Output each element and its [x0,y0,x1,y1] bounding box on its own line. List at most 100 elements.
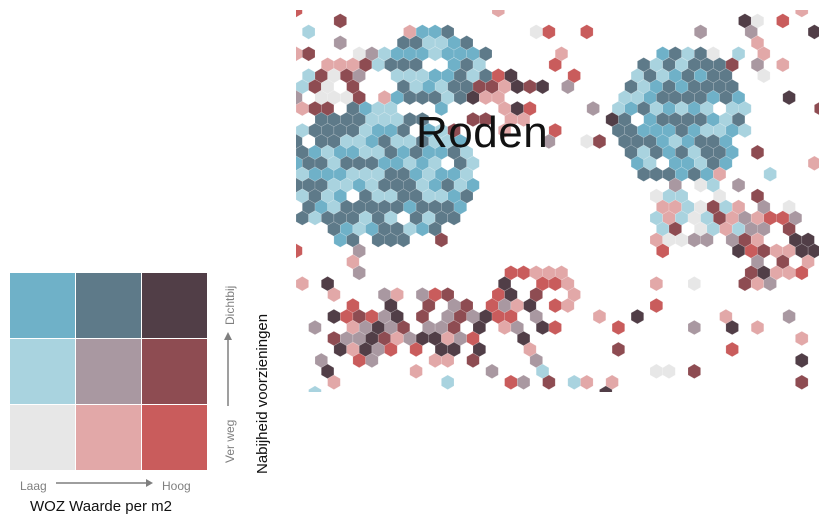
hex-cell [750,319,765,336]
hex-cell [428,46,442,62]
hex-cell [548,297,562,314]
hex-cell [776,13,790,29]
hex-cell [630,308,645,325]
hex-cell [485,363,499,379]
hex-cell [782,308,796,325]
hex-cell [535,79,550,95]
hex-cell [554,46,569,62]
bivariate-hex-map: Roden [296,10,819,392]
legend-cell [142,273,207,338]
x-axis-low-label: Laag [20,479,47,493]
hex-cell [586,100,600,117]
hex-cell [409,363,423,379]
hex-cell [649,276,664,292]
bivariate-legend: Laag Hoog WOZ Waarde per m2 Ver weg Dich… [0,0,296,519]
hex-cell [580,24,594,40]
hex-cell [447,210,461,226]
hex-cell [731,46,746,62]
hex-cell [656,243,670,259]
hex-cell [415,221,430,237]
hex-cell [333,13,347,29]
hex-cell [479,111,493,128]
hex-cell [352,265,366,281]
hex-cell [441,352,455,369]
hex-cell [327,308,341,325]
hex-cell [296,10,303,18]
legend-cell [10,339,75,404]
hex-cell [687,319,701,336]
hex-cell [750,144,765,161]
hex-cell [706,46,720,62]
hex-cell [529,24,543,40]
map-place-label: Roden [416,108,549,157]
hex-cell [561,79,575,95]
hex-cell [725,341,739,358]
hex-cell [396,232,411,248]
hex-cell [757,68,771,84]
legend-cell [142,405,207,470]
hex-cell [491,10,505,18]
hex-cell [479,46,493,62]
hex-cell [795,374,809,390]
y-axis-high-label: Dichtbij [223,285,237,325]
x-axis-arrow-icon [56,479,153,487]
x-axis-title: WOZ Waarde per m2 [30,498,172,515]
hex-cell [599,385,613,392]
hex-cell [580,374,594,390]
hex-cell [365,352,379,369]
hex-cell [296,276,309,292]
hex-cell [333,35,347,51]
hex-cell [795,265,809,281]
hex-cell [542,24,556,40]
y-axis-arrow-icon [224,332,232,406]
hex-cell [592,133,607,150]
hex-cell [308,319,322,336]
hex-cell [327,374,341,390]
hex-cell [517,111,531,128]
hex-cell [517,265,531,281]
hex-cell [700,232,714,248]
hex-cell [807,155,819,171]
hex-cell [327,287,341,303]
hex-cell [498,122,512,139]
hex-cell [308,385,322,392]
hex-cell [782,265,796,281]
hex-cell [649,297,664,314]
hex-cell [763,276,777,292]
hex-cell [441,374,455,390]
y-axis-low-label: Ver weg [223,419,237,463]
legend-cell [76,273,141,338]
hex-cell [517,374,531,390]
hex-cell [763,166,777,182]
hex-cell [296,100,309,117]
hex-cell [542,374,556,390]
legend-color-grid [10,273,207,470]
hex-cell [561,297,575,314]
hex-cell [687,363,701,379]
hex-cell [795,10,809,18]
hex-cell [693,177,708,193]
hex-cell [611,319,626,336]
hex-cell [352,352,366,369]
legend-cell [142,339,207,404]
hex-cell [738,122,752,139]
hex-cell [795,352,809,369]
hex-cell [776,57,790,73]
hex-cell [466,352,480,369]
hex-grid [296,10,819,392]
hex-cell [510,79,524,95]
hex-cell [611,341,626,358]
hex-cell [548,57,562,73]
hex-cell [542,133,556,150]
hex-cell [731,177,746,193]
hex-cell [649,363,664,379]
hex-cell [384,341,398,358]
hex-cell [795,330,809,347]
hex-cell [580,133,594,150]
hex-cell [807,24,819,40]
hex-cell [296,243,303,259]
hex-cell [428,352,442,369]
hex-cell [504,374,518,390]
hex-cell [567,374,581,390]
hex-cell [296,46,303,62]
